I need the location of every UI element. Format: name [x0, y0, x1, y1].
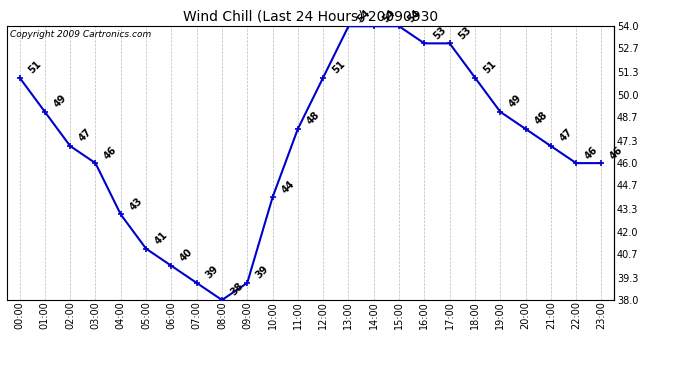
Text: 53: 53 [457, 25, 473, 41]
Text: 38: 38 [229, 281, 246, 298]
Text: 44: 44 [279, 178, 296, 195]
Text: Copyright 2009 Cartronics.com: Copyright 2009 Cartronics.com [10, 30, 151, 39]
Text: 47: 47 [558, 127, 574, 144]
Text: 54: 54 [355, 8, 372, 24]
Text: 46: 46 [609, 144, 625, 161]
Text: 54: 54 [406, 8, 422, 24]
Text: 41: 41 [153, 230, 170, 246]
Text: 39: 39 [254, 264, 270, 281]
Text: 40: 40 [178, 247, 195, 264]
Text: 48: 48 [305, 110, 322, 127]
Text: 54: 54 [381, 8, 397, 24]
Text: 46: 46 [583, 144, 600, 161]
Text: 51: 51 [482, 59, 498, 75]
Text: 48: 48 [533, 110, 549, 127]
Text: 47: 47 [77, 127, 94, 144]
Text: 43: 43 [128, 196, 144, 212]
Text: 53: 53 [431, 25, 448, 41]
Text: 51: 51 [26, 59, 43, 75]
Text: 49: 49 [507, 93, 524, 110]
Text: 49: 49 [52, 93, 68, 110]
Title: Wind Chill (Last 24 Hours) 20090930: Wind Chill (Last 24 Hours) 20090930 [183, 10, 438, 24]
Text: 46: 46 [102, 144, 119, 161]
Text: 39: 39 [204, 264, 220, 281]
Text: 51: 51 [330, 59, 346, 75]
